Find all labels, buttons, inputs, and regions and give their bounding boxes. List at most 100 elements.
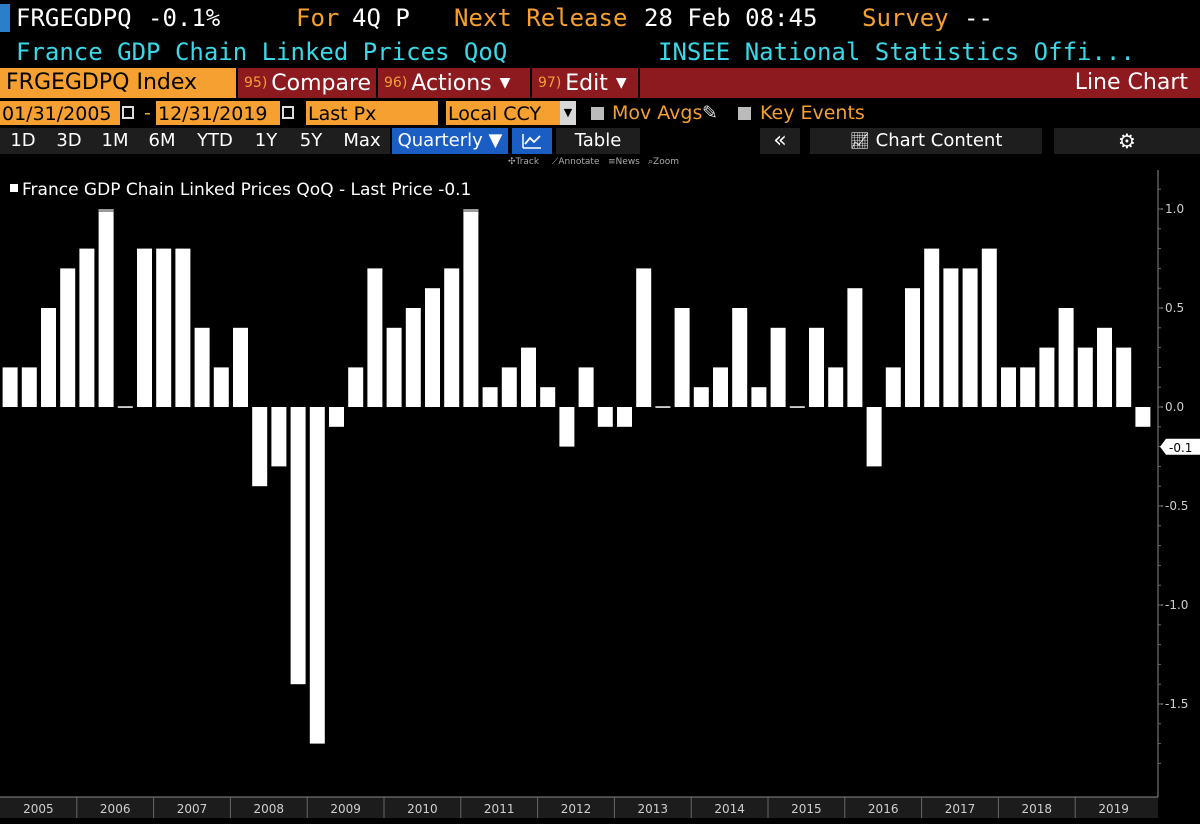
ticker-label: FRGEGDPQ: [16, 4, 132, 32]
bar-40: [770, 327, 786, 407]
date-range-row: 01/31/2005 - 12/31/2019 Last Px Local CC…: [0, 100, 1200, 126]
x-axis: 2005 2006 2007 2008 2009 2010 2011 2012 2013 2014…: [0, 796, 1158, 818]
settings-gear-icon[interactable]: ⚙: [1054, 128, 1200, 154]
for-label: For: [296, 4, 340, 32]
mov-avgs-checkbox[interactable]: [591, 107, 604, 120]
legend-swatch: [10, 184, 18, 192]
main-toolbar: FRGEGDPQ Index 95) Compare 96) Actions ▼ 97…: [0, 68, 1200, 98]
period-value: 4Q P: [352, 4, 410, 32]
bar-51: [981, 248, 997, 407]
next-release-value: 28 Feb 08:45: [644, 4, 818, 32]
edit-button[interactable]: 97) Edit ▼: [532, 68, 638, 98]
track-tool[interactable]: ✣ Track: [508, 157, 540, 167]
bar-28: [540, 387, 556, 407]
actions-button[interactable]: 96) Actions ▼: [378, 68, 530, 98]
bar-12: [233, 327, 248, 407]
date-separator: -: [144, 102, 151, 124]
chart-type-selector[interactable]: Line Chart: [640, 68, 1200, 98]
chart-content-button[interactable]: 📈︎ Chart Content: [810, 128, 1042, 154]
pencil-icon[interactable]: ✎: [702, 102, 718, 124]
bar-47: [905, 288, 920, 407]
news-tool-label: News: [615, 157, 640, 167]
y-tick-label-5: -1.5: [1165, 697, 1188, 711]
currency-dropdown-icon[interactable]: ▼: [560, 101, 576, 125]
price-field-selector[interactable]: Last Px: [306, 101, 438, 125]
bar-21: [405, 308, 421, 407]
end-calendar-icon[interactable]: [282, 106, 294, 119]
bar-3: [60, 268, 76, 407]
bar-5: [98, 209, 114, 407]
bar-17: [329, 407, 344, 427]
security-field[interactable]: FRGEGDPQ Index: [0, 68, 236, 98]
key-events-checkbox[interactable]: [738, 107, 751, 120]
x-tick-label-0: 2005: [23, 802, 54, 816]
line-chart-icon: [522, 134, 541, 149]
bar-30: [578, 367, 594, 407]
security-description: France GDP Chain Linked Prices QoQ: [16, 38, 508, 66]
compare-button[interactable]: 95) Compare: [238, 68, 376, 98]
bar-24: [463, 209, 479, 407]
bar-39: [751, 387, 767, 407]
bar-37: [713, 367, 728, 407]
table-view-button[interactable]: Table: [556, 128, 640, 154]
frequency-selector[interactable]: Quarterly ▼: [392, 128, 508, 154]
bar-0: [2, 367, 18, 407]
next-release-label: Next Release: [454, 4, 628, 32]
bar-33: [636, 268, 652, 407]
bar-6: [117, 406, 133, 408]
bar-23: [444, 268, 460, 407]
bar-2: [41, 308, 56, 407]
x-tick-label-9: 2014: [714, 802, 745, 816]
security-marker: [0, 4, 10, 32]
bar-56: [1077, 347, 1093, 407]
range-ytd[interactable]: YTD: [186, 128, 244, 154]
edit-caret-icon: ▼: [615, 75, 627, 91]
annotate-tool[interactable]: ⟋ Annotate: [552, 157, 600, 167]
bar-50: [962, 268, 978, 407]
x-tick-label-6: 2011: [484, 802, 515, 816]
bar-series: [2, 209, 1151, 744]
bar-44: [847, 288, 863, 407]
bar-36: [693, 387, 709, 407]
range-5y[interactable]: 5Y: [288, 128, 334, 154]
y-tick-label-0: 1.0: [1165, 202, 1184, 216]
x-tick-label-3: 2008: [254, 802, 285, 816]
range-1d[interactable]: 1D: [0, 128, 46, 154]
range-max[interactable]: Max: [334, 128, 390, 154]
annotate-tool-label: Annotate: [558, 157, 600, 167]
currency-selector[interactable]: Local CCY: [446, 101, 560, 125]
collapse-icon[interactable]: «: [760, 128, 800, 154]
mov-avgs-label[interactable]: Mov Avgs: [612, 102, 703, 124]
news-tool[interactable]: ≡ News: [608, 157, 640, 167]
start-date-field[interactable]: 01/31/2005: [0, 101, 120, 125]
bar-13: [252, 407, 268, 487]
range-1m[interactable]: 1M: [92, 128, 138, 154]
last-value-badge: [1160, 438, 1200, 455]
x-tick-label-12: 2017: [945, 802, 976, 816]
bar-53: [1020, 367, 1036, 407]
chart-content-label: Chart Content: [875, 130, 1003, 151]
range-6m[interactable]: 6M: [138, 128, 186, 154]
bar-25: [482, 387, 498, 407]
x-tick-label-5: 2010: [407, 802, 438, 816]
bar-45: [866, 407, 882, 467]
track-tool-label: Track: [515, 157, 540, 167]
start-calendar-icon[interactable]: [122, 106, 134, 119]
x-tick-label-8: 2013: [638, 802, 669, 816]
chart-legend: France GDP Chain Linked Prices QoQ - Las…: [10, 180, 471, 200]
gdp-bar-chart[interactable]: 1.00.50.0-0.5-1.0-1.5-0.1 2005 2006 2007 20…: [0, 168, 1200, 824]
zoom-tool[interactable]: ⌕ Zoom: [648, 157, 679, 167]
x-tick-label-4: 2009: [330, 802, 361, 816]
end-date-field[interactable]: 12/31/2019: [156, 101, 280, 125]
key-events-label[interactable]: Key Events: [760, 102, 865, 124]
x-tick-label-1: 2006: [100, 802, 131, 816]
range-1y[interactable]: 1Y: [244, 128, 288, 154]
legend-label: France GDP Chain Linked Prices QoQ - Las…: [22, 180, 472, 200]
x-tick-label-13: 2018: [1022, 802, 1053, 816]
line-chart-view-button[interactable]: [512, 128, 552, 154]
bar-26: [501, 367, 517, 407]
bar-15: [290, 407, 306, 685]
range-3d[interactable]: 3D: [46, 128, 92, 154]
bar-cap-5: [98, 209, 114, 212]
chart-content-icon: 📈︎: [849, 131, 870, 150]
